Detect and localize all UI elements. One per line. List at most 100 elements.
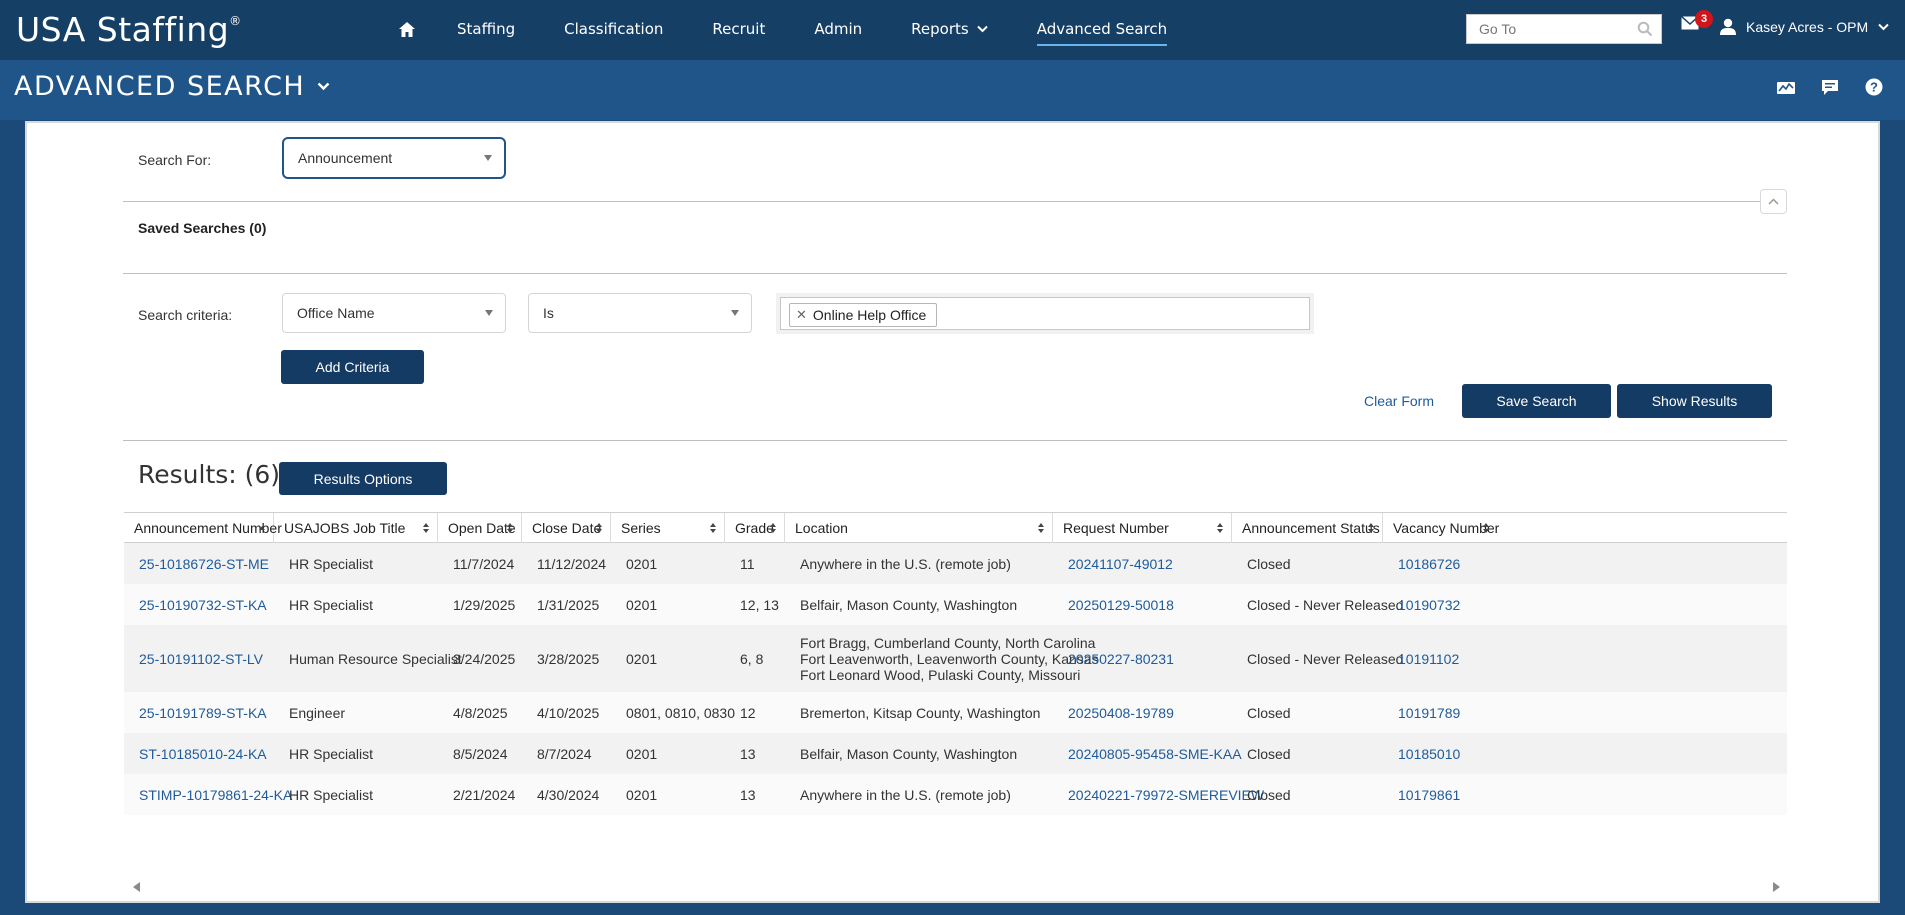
- user-icon: [1720, 18, 1736, 35]
- column-header-label: Announcement Status: [1242, 520, 1380, 536]
- nav-advanced-search[interactable]: Advanced Search: [1036, 20, 1168, 46]
- col-job-title-header[interactable]: USAJOBS Job Title: [274, 513, 438, 543]
- page-header: ADVANCED SEARCH ?: [0, 60, 1905, 120]
- dashboard-icon[interactable]: [1775, 76, 1797, 98]
- vacancy-number-cell[interactable]: 10186726: [1398, 555, 1461, 572]
- results-options-button[interactable]: Results Options: [279, 462, 447, 495]
- nav-classification[interactable]: Classification: [564, 20, 664, 38]
- col-announcement-status-header[interactable]: Announcement Status: [1232, 513, 1383, 543]
- close-date-cell: 3/28/2025: [537, 650, 600, 667]
- help-icon[interactable]: ?: [1863, 76, 1885, 98]
- job-title-cell: HR Specialist: [289, 786, 374, 803]
- request-number-cell[interactable]: 20250129-50018: [1068, 596, 1174, 613]
- column-header-label: USAJOBS Job Title: [284, 520, 406, 536]
- save-search-button[interactable]: Save Search: [1462, 384, 1611, 418]
- col-request-number-header[interactable]: Request Number: [1053, 513, 1232, 543]
- divider: [123, 201, 1787, 202]
- show-results-button[interactable]: Show Results: [1617, 384, 1772, 418]
- scroll-right-icon[interactable]: [1773, 882, 1780, 892]
- request-number-cell[interactable]: 20240221-79972-SMEREVIEW: [1068, 786, 1265, 803]
- request-number-cell[interactable]: 20240805-95458-SME-KAA: [1068, 745, 1242, 762]
- col-grade-header[interactable]: Grade: [725, 513, 785, 543]
- top-nav-bar: USA Staffing® Staffing Classification Re…: [0, 0, 1905, 60]
- job-title-cell: Engineer: [289, 704, 346, 721]
- nav-reports-label: Reports: [911, 20, 969, 38]
- nav-staffing[interactable]: Staffing: [457, 20, 516, 38]
- col-vacancy-number-header[interactable]: Vacancy Number: [1383, 513, 1499, 543]
- clear-form-link[interactable]: Clear Form: [1364, 393, 1435, 409]
- criteria-field-select[interactable]: Office Name: [282, 293, 506, 333]
- column-header-label: Location: [795, 520, 848, 536]
- caret-down-icon: [484, 155, 492, 161]
- announcement-number-cell[interactable]: 25-10191789-ST-KA: [139, 704, 267, 721]
- location-cell: Belfair, Mason County, Washington: [785, 597, 1053, 613]
- saved-searches-title[interactable]: Saved Searches (0): [138, 220, 267, 236]
- results-count-title: Results: (6): [138, 460, 281, 489]
- vacancy-number-cell[interactable]: 10191102: [1398, 650, 1460, 667]
- goto-input[interactable]: [1479, 16, 1639, 42]
- open-date-cell: 3/24/2025: [453, 650, 516, 667]
- criteria-operator-select[interactable]: Is: [528, 293, 752, 333]
- usa-staffing-logo[interactable]: USA Staffing®: [16, 10, 242, 49]
- table-body: 25-10186726-ST-ME HR Specialist 11/7/2024 1…: [124, 543, 1787, 815]
- goto-search[interactable]: [1466, 14, 1662, 44]
- location-line: Anywhere in the U.S. (remote job): [800, 786, 1011, 803]
- col-series-header[interactable]: Series: [611, 513, 725, 543]
- vacancy-number-cell[interactable]: 10191789: [1398, 704, 1461, 721]
- announcement-number-cell[interactable]: 25-10186726-ST-ME: [139, 555, 269, 572]
- location-line: Belfair, Mason County, Washington: [800, 596, 1018, 613]
- notification-badge[interactable]: 3: [1695, 10, 1713, 28]
- announcement-status-cell: Closed: [1247, 745, 1291, 762]
- announcement-number-cell[interactable]: 25-10191102-ST-LV: [139, 650, 264, 667]
- col-announcement-number-header[interactable]: Announcement Number: [124, 513, 282, 543]
- vacancy-number-cell[interactable]: 10190732: [1398, 596, 1461, 613]
- home-icon[interactable]: [395, 17, 419, 41]
- announcement-status-cell: Closed: [1247, 786, 1291, 803]
- remove-tag-icon[interactable]: ✕: [796, 307, 807, 322]
- location-cell: Fort Bragg, Cumberland County, North Car…: [785, 635, 1099, 683]
- advanced-search-panel: Search For: Announcement Saved Searches …: [25, 121, 1880, 903]
- caret-down-icon: [731, 310, 739, 316]
- scroll-left-icon[interactable]: [133, 882, 140, 892]
- criteria-value-input[interactable]: ✕ Online Help Office: [780, 297, 1310, 330]
- location-line: Fort Leonard Wood, Pulaski County, Misso…: [800, 666, 1081, 683]
- grade-cell: 6, 8: [740, 650, 764, 667]
- announcement-number-cell[interactable]: STIMP-10179861-24-KA: [139, 786, 293, 803]
- nav-reports[interactable]: Reports: [911, 20, 988, 38]
- location-cell: Anywhere in the U.S. (remote job): [785, 787, 1053, 803]
- chat-icon[interactable]: [1819, 76, 1841, 98]
- table-header: Announcement Number USAJOBS Job Title Open…: [124, 513, 1787, 543]
- table-row: STIMP-10179861-24-KA HR Specialist 2/21/20…: [124, 774, 1787, 815]
- open-date-cell: 2/21/2024: [453, 786, 516, 803]
- main-nav: Staffing Classification Recruit Admin Re…: [395, 0, 1216, 58]
- collapse-button[interactable]: [1760, 189, 1787, 214]
- nav-recruit[interactable]: Recruit: [712, 20, 766, 38]
- request-number-cell[interactable]: 20250408-19789: [1068, 704, 1174, 721]
- table-row: 25-10191102-ST-LV Human Resource Speciali…: [124, 625, 1787, 692]
- page-title[interactable]: ADVANCED SEARCH: [14, 71, 330, 102]
- sort-icon: [770, 523, 776, 533]
- vacancy-number-cell[interactable]: 10185010: [1398, 745, 1461, 762]
- job-title-cell: HR Specialist: [289, 596, 374, 613]
- nav-admin[interactable]: Admin: [814, 20, 863, 38]
- col-open-date-header[interactable]: Open Date: [438, 513, 522, 543]
- chevron-down-icon: [317, 82, 330, 91]
- add-criteria-button[interactable]: Add Criteria: [281, 350, 424, 384]
- search-for-select[interactable]: Announcement: [282, 137, 506, 179]
- announcement-status-cell: Closed: [1247, 555, 1291, 572]
- announcement-number-cell[interactable]: ST-10185010-24-KA: [139, 745, 267, 762]
- open-date-cell: 11/7/2024: [453, 555, 515, 572]
- horizontal-scrollbar[interactable]: [124, 877, 1787, 895]
- user-menu[interactable]: Kasey Acres - OPM: [1720, 18, 1889, 35]
- series-cell: 0201: [626, 786, 658, 803]
- search-icon[interactable]: [1637, 21, 1653, 37]
- request-number-cell[interactable]: 20250227-80231: [1068, 650, 1174, 667]
- grade-cell: 12, 13: [740, 596, 779, 613]
- open-date-cell: 1/29/2025: [453, 596, 516, 613]
- results-table: Announcement Number USAJOBS Job Title Open…: [124, 512, 1787, 815]
- vacancy-number-cell[interactable]: 10179861: [1398, 786, 1461, 803]
- col-close-date-header[interactable]: Close Date: [522, 513, 611, 543]
- col-location-header[interactable]: Location: [785, 513, 1053, 543]
- request-number-cell[interactable]: 20241107-49012: [1068, 555, 1173, 572]
- announcement-number-cell[interactable]: 25-10190732-ST-KA: [139, 596, 267, 613]
